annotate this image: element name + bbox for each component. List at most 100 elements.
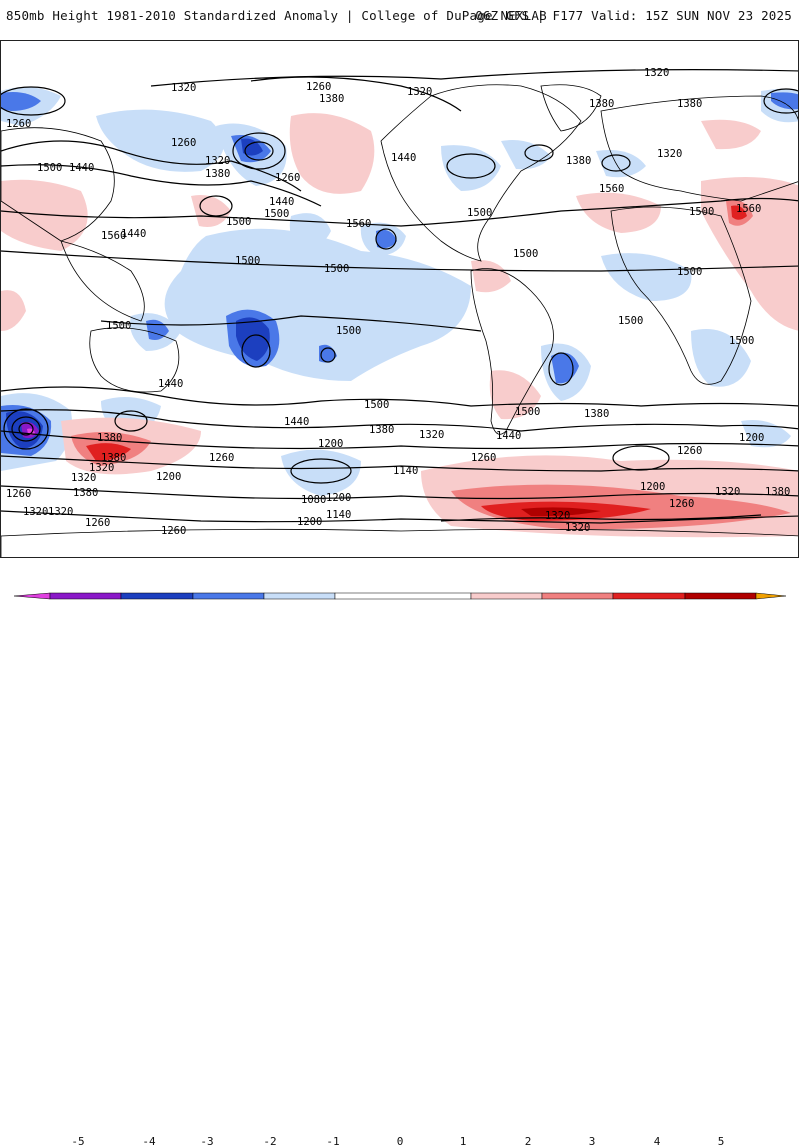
colorbar-tick: 4 <box>653 1135 661 1148</box>
colorbar-segment-pos3 <box>612 592 686 600</box>
contour-label: 1200 <box>156 471 181 483</box>
coastline-south-america <box>470 268 554 435</box>
anomaly-pos1-region <box>191 195 231 227</box>
contour-label: 1560 <box>346 218 371 230</box>
colorbar-tick: 0 <box>396 1135 404 1148</box>
anomaly-pos3-region <box>86 443 131 461</box>
colorbar-segment-pos1 <box>470 592 543 600</box>
contour-label: 1380 <box>589 98 614 110</box>
contour-label: 1320 <box>171 82 196 94</box>
anomaly-neg1-region <box>281 449 361 496</box>
contour-label: 1440 <box>69 162 94 174</box>
contour-label: 1320 <box>657 148 682 160</box>
colorbar-segment-pos4 <box>684 592 757 600</box>
contour-label: 1260 <box>669 498 694 510</box>
height-contour <box>1 197 798 227</box>
contour-label: 1200 <box>739 432 764 444</box>
contour-labels: 1320 1260 1380 1320 1320 1380 1380 1260 … <box>6 67 790 537</box>
colorbar-tick: -2 <box>263 1135 277 1148</box>
colorbar-tick: 5 <box>717 1135 725 1148</box>
colorbar-tick: 1 <box>459 1135 467 1148</box>
contour-label: 1500 <box>37 162 62 174</box>
contour-label: 1320 <box>407 86 432 98</box>
anomaly-pos3-region <box>731 205 747 220</box>
height-contour <box>1 510 798 524</box>
colorbar-segment-neg4 <box>49 592 122 600</box>
height-contour-closed <box>114 410 148 432</box>
contour-label: 1380 <box>584 408 609 420</box>
anomaly-neg2-region <box>1 92 41 111</box>
contour-label: 1440 <box>391 152 416 164</box>
coastline-greenland <box>540 84 602 132</box>
anomaly-neg2-region <box>376 229 397 249</box>
contour-label: 1260 <box>161 525 186 537</box>
anomaly-neg1-region <box>441 145 501 191</box>
height-contour <box>440 514 762 522</box>
contour-label: 1380 <box>73 487 98 499</box>
contour-label: 1500 <box>729 335 754 347</box>
colorbar-tick: -4 <box>142 1135 156 1148</box>
contour-label: 1500 <box>618 315 643 327</box>
height-contour-closed <box>548 352 574 386</box>
map-panel: 1320 1260 1380 1320 1320 1380 1380 1260 … <box>0 40 799 558</box>
height-contour <box>250 76 462 112</box>
contour-label: 1320 <box>205 155 230 167</box>
colorbar-segment-neg3 <box>120 592 194 600</box>
contour-label: 1200 <box>326 492 351 504</box>
colorbar-tick: -5 <box>71 1135 85 1148</box>
height-contour <box>1 455 798 472</box>
coastline-africa <box>610 206 752 385</box>
contour-label: 1140 <box>326 509 351 521</box>
contour-label: 1500 <box>677 266 702 278</box>
contour-label: 1560 <box>599 183 624 195</box>
colorbar-segment-neg5 <box>13 592 51 600</box>
height-contour-closed <box>199 195 233 217</box>
height-contour-closed <box>601 154 631 172</box>
colorbar-tick: 3 <box>588 1135 596 1148</box>
anomaly-pos1-region <box>1 290 26 331</box>
contour-label: 1380 <box>765 486 790 498</box>
contour-label: 1200 <box>318 438 343 450</box>
contour-label: 1500 <box>689 206 714 218</box>
height-contour <box>1 140 302 192</box>
colorbar-graphic <box>13 592 787 600</box>
contour-label: 1320 <box>644 67 669 79</box>
contour-label: 1440 <box>121 228 146 240</box>
contour-label: 1380 <box>566 155 591 167</box>
height-contour-closed <box>290 458 352 484</box>
contour-label: 1440 <box>269 196 294 208</box>
height-contour-closed <box>3 408 49 450</box>
contour-label: 1260 <box>6 118 31 130</box>
contour-label: 1200 <box>640 481 665 493</box>
height-contour-closed <box>375 228 397 250</box>
coastline-southeast-asia <box>60 240 145 322</box>
anomaly-pos1-region <box>701 177 798 331</box>
height-contour-closed <box>232 132 286 170</box>
contour-label: 1320 <box>89 462 114 474</box>
contour-label: 1380 <box>205 168 230 180</box>
height-contour <box>1 164 322 207</box>
anomaly-pos1-region <box>289 113 375 194</box>
contour-label: 1500 <box>226 216 251 228</box>
contour-label: 1560 <box>101 230 126 242</box>
contour-label: 1260 <box>306 81 331 93</box>
anomaly-neg1-region <box>96 109 224 172</box>
height-contour-closed <box>11 416 41 442</box>
anomaly-pos1-region <box>701 119 761 150</box>
contour-label: 1440 <box>496 430 521 442</box>
anomaly-pos1-region <box>1 179 88 251</box>
coastline-antarctica <box>1 528 798 557</box>
contour-label: 1200 <box>297 516 322 528</box>
contour-label: 1260 <box>677 445 702 457</box>
colorbar-tick: -3 <box>200 1135 214 1148</box>
anomaly-neg2-region <box>771 92 798 110</box>
contour-label: 1080 <box>301 494 326 506</box>
coastlines <box>1 84 798 557</box>
height-contour <box>100 315 482 332</box>
height-contour-closed <box>244 141 274 161</box>
height-contour-closed <box>1 86 66 116</box>
anomaly-neg1-region <box>289 213 331 251</box>
height-contour <box>1 430 798 450</box>
anomaly-pos1-region <box>471 260 511 293</box>
colorbar-segment-zero <box>334 592 472 600</box>
